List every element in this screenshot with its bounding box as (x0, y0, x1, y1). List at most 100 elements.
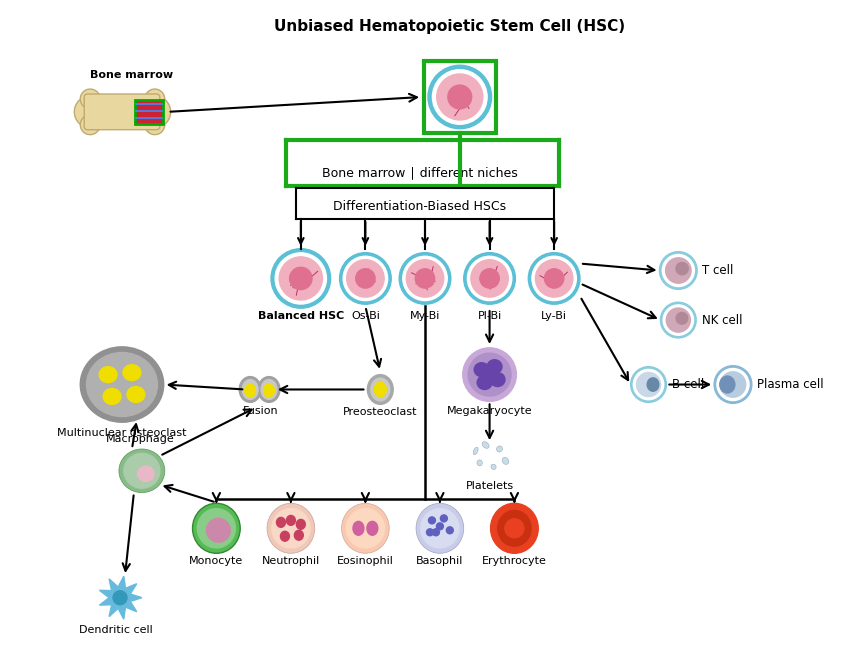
Circle shape (74, 96, 106, 128)
Ellipse shape (720, 372, 745, 397)
Ellipse shape (87, 353, 157, 417)
Ellipse shape (371, 378, 390, 401)
Text: Differentiation-Biased HSCs: Differentiation-Biased HSCs (333, 200, 507, 213)
Ellipse shape (280, 531, 289, 541)
Ellipse shape (138, 466, 154, 482)
Text: Os-Bi: Os-Bi (351, 311, 380, 321)
Text: Eosinophil: Eosinophil (337, 556, 394, 566)
Ellipse shape (261, 380, 277, 399)
Ellipse shape (532, 256, 576, 301)
Ellipse shape (294, 530, 303, 540)
Ellipse shape (490, 503, 538, 553)
Ellipse shape (242, 380, 258, 399)
Ellipse shape (490, 372, 505, 386)
Ellipse shape (276, 517, 286, 527)
Ellipse shape (437, 74, 483, 120)
Text: Ly-Bi: Ly-Bi (541, 311, 567, 321)
Ellipse shape (436, 523, 444, 530)
Ellipse shape (367, 521, 377, 535)
Ellipse shape (647, 378, 659, 392)
Ellipse shape (662, 255, 694, 286)
Ellipse shape (339, 253, 391, 304)
Ellipse shape (720, 376, 735, 393)
Ellipse shape (480, 268, 499, 288)
Ellipse shape (660, 251, 697, 290)
Ellipse shape (297, 519, 305, 529)
Ellipse shape (347, 260, 384, 297)
Ellipse shape (660, 302, 696, 338)
Ellipse shape (374, 382, 386, 397)
Ellipse shape (631, 367, 666, 403)
Text: Monocyte: Monocyte (190, 556, 243, 566)
Ellipse shape (676, 313, 688, 324)
Ellipse shape (119, 449, 165, 493)
Ellipse shape (416, 503, 464, 553)
Ellipse shape (468, 256, 512, 301)
Ellipse shape (124, 453, 160, 488)
Text: Unbiased Hematopoietic Stem Cell (HSC): Unbiased Hematopoietic Stem Cell (HSC) (275, 18, 626, 34)
Ellipse shape (80, 347, 164, 422)
Text: Megakaryocyte: Megakaryocyte (447, 407, 532, 417)
Ellipse shape (474, 363, 489, 376)
Ellipse shape (464, 253, 515, 304)
Text: My-Bi: My-Bi (410, 311, 440, 321)
Ellipse shape (663, 305, 694, 335)
Ellipse shape (279, 257, 322, 300)
Ellipse shape (197, 509, 235, 548)
Ellipse shape (433, 70, 487, 124)
Ellipse shape (258, 376, 280, 403)
Ellipse shape (433, 529, 439, 536)
Ellipse shape (487, 360, 502, 374)
Text: Fusion: Fusion (243, 407, 279, 417)
Text: Bone marrow: Bone marrow (90, 70, 173, 80)
Ellipse shape (103, 388, 121, 405)
Ellipse shape (421, 509, 459, 548)
Ellipse shape (502, 457, 509, 465)
Polygon shape (99, 576, 142, 619)
Ellipse shape (123, 365, 141, 380)
Text: T cell: T cell (702, 264, 734, 277)
Text: Bone marrow ∣ different niches: Bone marrow ∣ different niches (322, 166, 518, 179)
Ellipse shape (127, 386, 144, 403)
Ellipse shape (462, 348, 517, 401)
Ellipse shape (482, 442, 489, 448)
Text: Balanced HSC: Balanced HSC (258, 311, 344, 321)
Ellipse shape (416, 268, 434, 288)
Ellipse shape (468, 353, 511, 396)
Ellipse shape (477, 460, 482, 466)
Ellipse shape (272, 509, 310, 548)
Ellipse shape (290, 267, 312, 290)
Ellipse shape (99, 367, 117, 382)
Text: Pl-Bi: Pl-Bi (478, 311, 502, 321)
Ellipse shape (275, 253, 326, 304)
Ellipse shape (400, 253, 451, 304)
Ellipse shape (633, 369, 664, 399)
Text: Multinuclear osteoclast: Multinuclear osteoclast (57, 428, 187, 438)
Ellipse shape (355, 268, 375, 288)
Ellipse shape (496, 446, 502, 452)
Text: Platelets: Platelets (466, 481, 513, 491)
Ellipse shape (545, 268, 564, 288)
Ellipse shape (207, 519, 230, 542)
Ellipse shape (448, 85, 472, 109)
Ellipse shape (473, 447, 479, 455)
Ellipse shape (482, 368, 497, 382)
Circle shape (80, 115, 100, 135)
Ellipse shape (193, 503, 241, 553)
Ellipse shape (428, 517, 435, 524)
Text: Dendritic cell: Dendritic cell (79, 626, 153, 636)
Text: Erythrocyte: Erythrocyte (482, 556, 547, 566)
Circle shape (80, 89, 100, 109)
Circle shape (139, 96, 171, 128)
Ellipse shape (440, 515, 447, 522)
Ellipse shape (717, 368, 749, 401)
Ellipse shape (471, 260, 508, 297)
Ellipse shape (498, 511, 531, 546)
Ellipse shape (427, 529, 434, 536)
Ellipse shape (267, 503, 314, 553)
Ellipse shape (353, 521, 364, 535)
Text: Basophil: Basophil (416, 556, 463, 566)
Ellipse shape (239, 376, 261, 403)
Ellipse shape (346, 509, 384, 548)
Ellipse shape (491, 464, 496, 470)
